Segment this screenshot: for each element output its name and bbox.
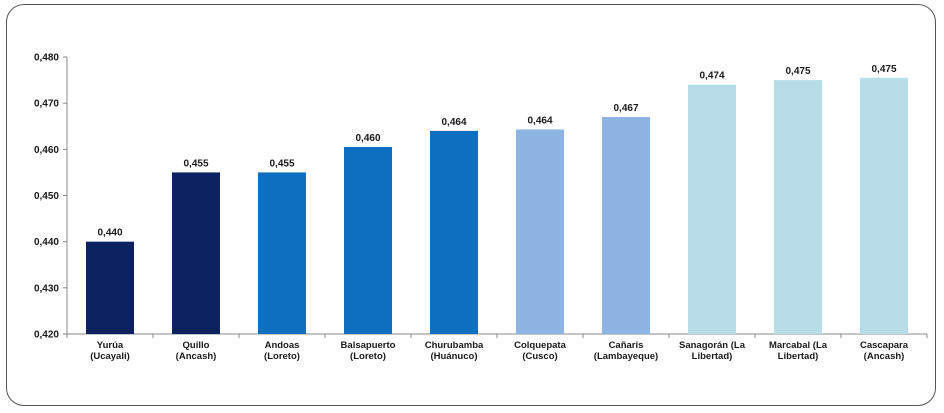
bar (516, 129, 564, 334)
x-tick-label: (Cusco) (522, 351, 557, 362)
x-tick-label: Quillo (183, 340, 210, 351)
data-label: 0,475 (871, 64, 896, 75)
data-label: 0,474 (699, 71, 724, 82)
y-tick-label: 0,460 (34, 145, 59, 156)
x-tick-label: (Loreto) (264, 351, 300, 362)
x-tick-label: (Huánuco) (431, 351, 478, 362)
data-label: 0,467 (613, 103, 638, 114)
bar (860, 77, 908, 335)
x-tick-label: Cascapara (860, 340, 909, 351)
bar (688, 84, 736, 334)
y-tick-label: 0,440 (34, 237, 59, 248)
y-tick-label: 0,470 (34, 99, 59, 110)
x-tick-label: (Ancash) (864, 351, 905, 362)
x-tick-label: Colquepata (514, 340, 566, 351)
x-tick-label: Balsapuerto (341, 340, 396, 351)
data-label: 0,440 (97, 228, 122, 239)
y-tick-label: 0,480 (34, 53, 59, 64)
x-tick-label: Yurúa (97, 340, 124, 351)
bar (602, 117, 650, 335)
y-tick-label: 0,450 (34, 191, 59, 202)
y-tick-label: 0,420 (34, 330, 59, 341)
x-tick-label: Andoas (265, 340, 300, 351)
bar (258, 172, 306, 334)
x-tick-label: (Loreto) (350, 351, 386, 362)
bar (774, 80, 822, 334)
x-tick-label: Libertad) (778, 351, 819, 362)
x-tick-label: (Ancash) (176, 351, 217, 362)
data-label: 0,475 (785, 66, 810, 77)
data-label: 0,464 (527, 115, 552, 126)
x-tick-label: Cañaris (609, 340, 644, 351)
data-label: 0,455 (183, 158, 208, 169)
x-tick-label: (Lambayeque) (594, 351, 658, 362)
x-tick-label: Sanagorán (La (679, 340, 746, 351)
bar (344, 147, 392, 334)
bar (430, 130, 478, 334)
data-label: 0,455 (269, 158, 294, 169)
x-tick-label: (Ucayali) (90, 351, 130, 362)
bar (86, 241, 134, 334)
x-tick-label: Churubamba (425, 340, 484, 351)
data-label: 0,464 (441, 117, 466, 128)
bar (172, 172, 220, 334)
x-tick-label: Marcabal (La (769, 340, 828, 351)
x-tick-label: Libertad) (692, 351, 733, 362)
y-tick-label: 0,430 (34, 283, 59, 294)
data-label: 0,460 (355, 133, 380, 144)
